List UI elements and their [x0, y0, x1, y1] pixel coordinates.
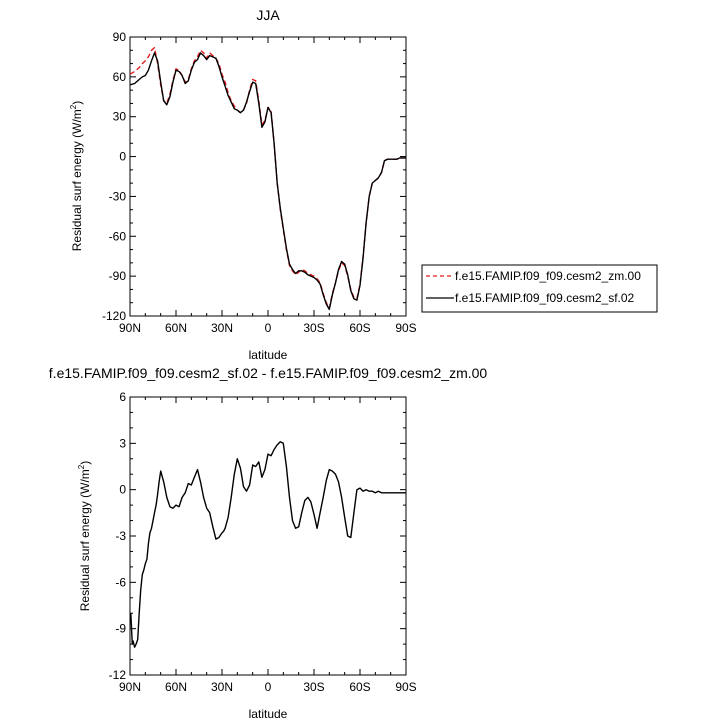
bottom-x-axis-label: latitude	[249, 707, 288, 721]
bottom-y-tick-label: -9	[115, 622, 126, 636]
bottom-chart: f.e15.FAMIP.f09_f09.cesm2_sf.02 - f.e15.…	[49, 365, 488, 721]
bottom-y-tick-label: 0	[119, 483, 126, 497]
bottom-series-line-0	[130, 441, 406, 648]
bottom-x-tick-label: 90N	[119, 680, 141, 694]
legend-box	[421, 264, 658, 313]
bottom-y-tick-label: -12	[109, 668, 127, 682]
top-x-tick-label: 90N	[119, 321, 141, 335]
top-y-axis-label: Residual surf energy (W/m2)	[69, 101, 84, 252]
top-chart-title: JJA	[256, 7, 280, 23]
top-x-tick-label: 0	[265, 321, 272, 335]
top-x-tick-label: 30N	[211, 321, 233, 335]
bottom-y-tick-label: -6	[115, 575, 126, 589]
top-y-tick-label: 0	[119, 150, 126, 164]
bottom-x-tick-label: 60S	[349, 680, 370, 694]
top-y-tick-label: -120	[102, 309, 126, 323]
bottom-y-axis: 6 3 0 -3 -6 -9 -12	[109, 390, 406, 682]
bottom-y-tick-label: 6	[119, 390, 126, 404]
legend-label-sf02: f.e15.FAMIP.f09_f09.cesm2_sf.02	[455, 291, 635, 305]
bottom-x-tick-label: 60N	[165, 680, 187, 694]
bottom-y-axis-label: Residual surf energy (W/m2)	[77, 461, 92, 612]
bottom-x-tick-label: 30N	[211, 680, 233, 694]
top-y-tick-label: -60	[109, 229, 127, 243]
top-y-tick-label: 30	[113, 110, 127, 124]
top-x-tick-label: 30S	[303, 321, 324, 335]
top-y-tick-label: 60	[113, 70, 127, 84]
bottom-x-tick-label: 30S	[303, 680, 324, 694]
bottom-plot-frame	[129, 396, 407, 676]
top-y-axis: 90 60 30 0 -30 -60 -90 -120	[102, 30, 406, 323]
top-plot-frame	[129, 36, 407, 317]
bottom-chart-title: f.e15.FAMIP.f09_f09.cesm2_sf.02 - f.e15.…	[49, 365, 488, 381]
top-x-tick-label: 90S	[395, 321, 416, 335]
top-x-tick-label: 60S	[349, 321, 370, 335]
top-y-tick-label: -90	[109, 269, 127, 283]
top-y-tick-label: -30	[109, 189, 127, 203]
legend: f.e15.FAMIP.f09_f09.cesm2_zm.00 f.e15.FA…	[421, 264, 658, 313]
top-x-axis-label: latitude	[249, 348, 288, 362]
bottom-series-lines	[130, 441, 406, 648]
bottom-x-tick-label: 90S	[395, 680, 416, 694]
top-series-line-1	[129, 52, 406, 311]
top-x-tick-label: 60N	[165, 321, 187, 335]
top-chart: JJA 90 60 30 0 -30 -60 -90 -120 90N 60N 30N 0 30S 60…	[69, 7, 658, 362]
bottom-y-tick-label: 3	[119, 436, 126, 450]
top-series-lines	[129, 46, 406, 311]
top-x-axis: 90N 60N 30N 0 30S 60S 90S	[119, 37, 417, 335]
bottom-y-tick-label: -3	[115, 529, 126, 543]
bottom-x-tick-label: 0	[265, 680, 272, 694]
top-y-tick-label: 90	[113, 30, 127, 44]
bottom-x-axis: 90N 60N 30N 0 30S 60S 90S	[119, 397, 417, 694]
legend-label-zm00: f.e15.FAMIP.f09_f09.cesm2_zm.00	[455, 269, 641, 283]
